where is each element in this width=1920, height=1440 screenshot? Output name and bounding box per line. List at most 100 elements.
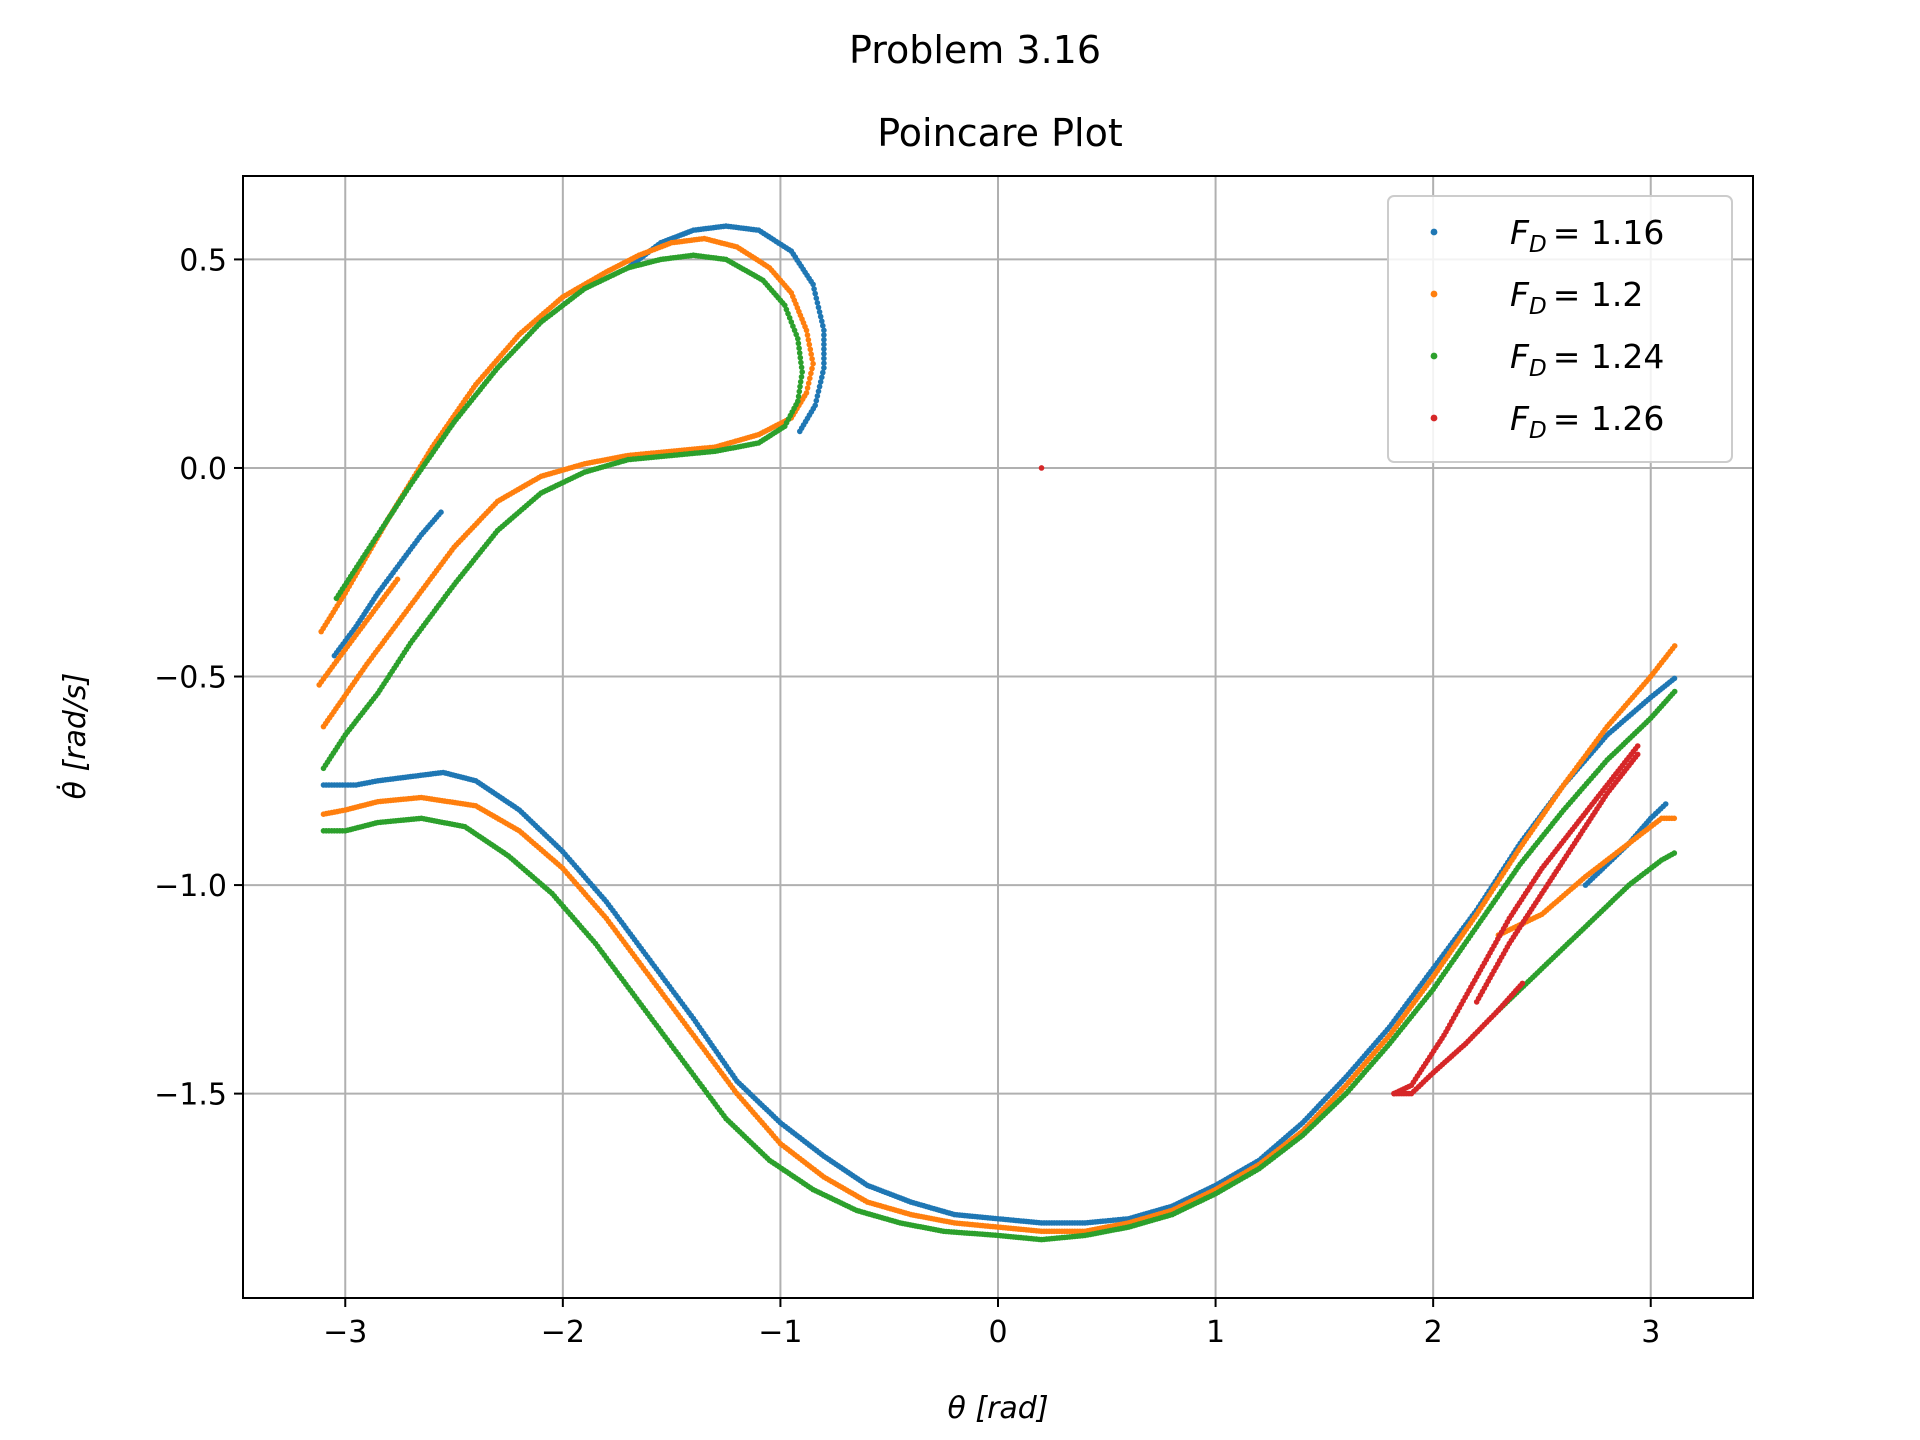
scatter-point bbox=[813, 295, 820, 302]
legend-entry-4: FD = 1.26 bbox=[1510, 399, 1664, 444]
scatter-point bbox=[821, 355, 827, 362]
figure-suptitle: Problem 3.16 bbox=[849, 28, 1101, 72]
legend-marker-4 bbox=[1430, 414, 1438, 422]
legend-marker-2 bbox=[1430, 290, 1438, 298]
scatter-point bbox=[809, 356, 815, 362]
axis-ticks: −3 −2 −1 0 1 2 3 0.5 0.0 −0.5 −1.0 −1.5 bbox=[154, 243, 1660, 1350]
scatter-point bbox=[821, 341, 827, 348]
scatter-point bbox=[807, 375, 813, 382]
scatter-point bbox=[820, 369, 826, 376]
scatter-point bbox=[819, 374, 825, 381]
scatter-point bbox=[1671, 850, 1678, 856]
scatter-point bbox=[797, 379, 804, 385]
scatter-point bbox=[816, 309, 823, 315]
legend-entry-1: FD = 1.16 bbox=[1510, 213, 1664, 258]
x-axis-label: θ [rad] bbox=[947, 1391, 1048, 1426]
y-tick-label: −1.0 bbox=[154, 869, 227, 904]
series-2-points bbox=[316, 235, 1678, 1235]
x-tick-label: 3 bbox=[1641, 1315, 1660, 1350]
scatter-point bbox=[821, 360, 827, 367]
scatter-points bbox=[316, 223, 1678, 1243]
scatter-point bbox=[795, 398, 801, 405]
scatter-point bbox=[807, 346, 814, 353]
scatter-point bbox=[783, 306, 790, 313]
chart-title: Poincare Plot bbox=[877, 111, 1123, 155]
scatter-point bbox=[821, 336, 827, 343]
x-tick-label: 0 bbox=[988, 1315, 1007, 1350]
scatter-point bbox=[1671, 688, 1678, 695]
scatter-point bbox=[810, 360, 816, 367]
y-tick-label: 0.5 bbox=[179, 243, 227, 278]
y-axis-label: θ̇ [rad/s] bbox=[56, 673, 93, 800]
scatter-point bbox=[815, 388, 822, 395]
y-tick-label: −1.5 bbox=[154, 1078, 227, 1113]
y-tick-label: −0.5 bbox=[154, 661, 227, 696]
grid bbox=[243, 176, 1753, 1298]
scatter-point bbox=[438, 509, 444, 515]
x-tick-label: 1 bbox=[1206, 1315, 1225, 1350]
scatter-point bbox=[812, 290, 818, 297]
legend-frame bbox=[1387, 195, 1733, 463]
x-tick-label: 2 bbox=[1424, 1315, 1443, 1350]
scatter-point bbox=[797, 428, 803, 435]
scatter-point bbox=[798, 359, 804, 366]
scatter-point bbox=[796, 350, 803, 356]
scatter-point bbox=[1038, 465, 1045, 471]
scatter-point bbox=[788, 319, 795, 325]
legend-entry-2: FD = 1.2 bbox=[1510, 275, 1643, 320]
scatter-point bbox=[1671, 643, 1678, 649]
scatter-point bbox=[793, 331, 799, 338]
scatter-point bbox=[803, 390, 810, 396]
scatter-point bbox=[796, 345, 802, 352]
legend-entry-3: FD = 1.24 bbox=[1510, 337, 1664, 382]
scatter-point bbox=[806, 341, 813, 348]
scatter-point bbox=[814, 300, 821, 306]
scatter-point bbox=[813, 397, 820, 404]
scatter-point bbox=[799, 369, 805, 375]
legend-marker-3 bbox=[1430, 352, 1438, 360]
legend-marker-1 bbox=[1430, 228, 1438, 236]
scatter-point bbox=[814, 393, 821, 399]
legend: FD = 1.16 FD = 1.2 FD = 1.24 FD = 1.26 bbox=[1387, 195, 1733, 463]
scatter-point bbox=[808, 351, 814, 358]
x-tick-label: −2 bbox=[541, 1315, 585, 1350]
scatter-point bbox=[804, 332, 811, 338]
scatter-point bbox=[790, 323, 796, 330]
series-3-points bbox=[320, 252, 1678, 1243]
scatter-point bbox=[810, 281, 816, 288]
scatter-point bbox=[795, 393, 802, 400]
series-4-points bbox=[1391, 743, 1641, 1097]
scatter-point bbox=[1662, 801, 1669, 807]
scatter-point bbox=[811, 286, 817, 292]
scatter-point bbox=[798, 364, 805, 371]
scatter-point bbox=[795, 340, 802, 347]
scatter-point bbox=[1519, 980, 1526, 987]
scatter-point bbox=[817, 313, 824, 320]
scatter-point bbox=[797, 354, 804, 361]
scatter-point bbox=[815, 304, 822, 311]
series-1-points bbox=[320, 223, 1678, 1226]
scatter-point bbox=[1634, 751, 1641, 758]
scatter-point bbox=[817, 379, 824, 385]
scatter-point bbox=[798, 374, 805, 380]
scatter-point bbox=[797, 383, 803, 390]
scatter-point bbox=[333, 595, 340, 602]
x-tick-label: −1 bbox=[758, 1315, 802, 1350]
scatter-point bbox=[1671, 815, 1678, 822]
scatter-point bbox=[809, 365, 815, 372]
scatter-point bbox=[804, 385, 811, 391]
scatter-point bbox=[821, 327, 827, 334]
scatter-point bbox=[805, 337, 812, 343]
scatter-point bbox=[821, 332, 827, 338]
y-tick-label: 0.0 bbox=[179, 452, 227, 487]
plot-frame bbox=[242, 175, 1754, 1299]
scatter-point bbox=[795, 335, 801, 342]
x-tick-label: −3 bbox=[323, 1315, 367, 1350]
scatter-point bbox=[796, 388, 803, 395]
scatter-point bbox=[821, 351, 827, 357]
scatter-point bbox=[394, 576, 401, 583]
scatter-point bbox=[805, 380, 812, 387]
scatter-point bbox=[820, 322, 826, 329]
scatter-point bbox=[1671, 675, 1678, 682]
scatter-point bbox=[816, 383, 823, 390]
